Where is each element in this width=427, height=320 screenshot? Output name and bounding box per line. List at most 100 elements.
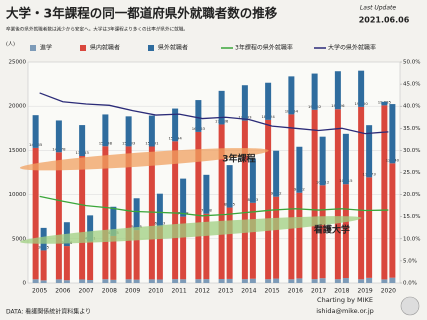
bar-segment — [180, 178, 187, 217]
line — [39, 195, 389, 217]
bar-segment — [125, 146, 132, 280]
y-tick-label: 15000 — [9, 148, 27, 154]
x-tick-label: 2005 — [32, 288, 47, 295]
legend-label: 県外就職者 — [158, 44, 188, 52]
legend-label: 県内就職者 — [90, 44, 120, 52]
bar-segment — [180, 279, 187, 283]
bar-segment — [381, 279, 388, 283]
bar-segment — [55, 279, 62, 283]
bar-segment — [311, 73, 318, 110]
bar-segment — [241, 279, 248, 283]
bar-segment — [218, 90, 225, 125]
bar-segment — [102, 279, 109, 283]
bar-segment — [87, 241, 94, 280]
bar-segment — [63, 280, 70, 283]
bar-segment — [265, 279, 272, 283]
chart-title: 大学・3年課程の同一都道府県外就職者数の推移 — [6, 6, 278, 21]
bar-segment — [334, 279, 341, 283]
bar-segment — [288, 279, 295, 283]
bar-segment — [32, 147, 39, 280]
bar-segment — [273, 150, 280, 197]
x-tick-label: 2011 — [171, 288, 186, 295]
y2-tick-label: 15.0% — [403, 214, 420, 220]
bar-segment — [319, 278, 326, 283]
bar-segment — [358, 106, 365, 280]
bar-segment — [218, 279, 225, 283]
y2-tick-label: 40.0% — [403, 104, 420, 110]
bar-segment — [389, 277, 396, 283]
bar-segment — [273, 278, 280, 283]
y2-tick-label: 30.0% — [403, 148, 420, 154]
y-tick-label: 5000 — [12, 236, 26, 242]
bar-segment — [55, 152, 62, 280]
bar-segment — [226, 207, 233, 279]
bar-segment — [110, 235, 117, 280]
legend-label: 進学 — [40, 44, 52, 52]
bar-segment — [311, 109, 318, 280]
bar-segment — [133, 198, 140, 231]
bar-segment — [381, 101, 388, 106]
bar-segment — [172, 141, 179, 280]
bar-segment — [40, 280, 47, 283]
bar-segment — [342, 278, 349, 283]
y-tick-label: 20000 — [9, 104, 27, 110]
bar-segment — [226, 165, 233, 208]
y-tick-label: 0 — [23, 281, 27, 287]
contact: ishida@mike.or.jp — [316, 307, 374, 315]
y2-tick-label: 5.0% — [403, 258, 417, 264]
bar-segment — [156, 193, 163, 227]
bar-segment — [389, 104, 396, 164]
x-tick-label: 2012 — [195, 288, 210, 295]
bar-segment — [32, 279, 39, 283]
y2-tick-label: 45.0% — [403, 82, 420, 88]
x-tick-label: 2006 — [55, 288, 70, 295]
bar-segment — [172, 108, 179, 142]
y2-tick-label: 50.0% — [403, 60, 420, 66]
bar-segment — [288, 114, 295, 280]
bar-segment — [288, 76, 295, 115]
bar-segment — [334, 109, 341, 280]
bar-segment — [79, 156, 86, 280]
x-tick-label: 2015 — [264, 288, 279, 295]
bar-segment — [63, 246, 70, 281]
x-tick-label: 2017 — [311, 288, 326, 295]
bar-segment — [195, 279, 202, 283]
y2-tick-label: 20.0% — [403, 192, 420, 198]
legend-label: 3年課程の県外就職率 — [235, 44, 293, 52]
bar-segment — [148, 146, 155, 280]
credit: Charting by MIKE — [317, 296, 373, 304]
bar-segment — [87, 215, 94, 242]
line — [39, 92, 389, 135]
bar-segment — [241, 120, 248, 280]
x-tick-label: 2020 — [381, 288, 396, 295]
legend-swatch — [80, 45, 86, 51]
bar-segment — [249, 158, 256, 203]
bar-segment — [110, 279, 117, 283]
logo — [400, 296, 420, 316]
annotation: 3年課程 — [222, 153, 255, 165]
y-unit: (人) — [6, 42, 15, 48]
y2-tick-label: 35.0% — [403, 126, 420, 132]
bar-segment — [195, 100, 202, 132]
y2-tick-label: 10.0% — [403, 236, 420, 242]
update-date: 2021.06.06 — [359, 16, 410, 25]
bar-segment — [125, 116, 132, 147]
legend-swatch — [30, 45, 36, 51]
bar-segment — [172, 279, 179, 283]
bar-segment — [249, 202, 256, 279]
bar-segment — [265, 82, 272, 120]
x-tick-label: 2014 — [241, 288, 256, 295]
bar-segment — [311, 279, 318, 283]
bar-segment — [334, 71, 341, 110]
annotation: 看護大学 — [314, 223, 350, 235]
x-tick-label: 2013 — [218, 288, 233, 295]
bar-segment — [110, 206, 117, 236]
bar-segment — [358, 279, 365, 283]
bar-segment — [203, 213, 210, 280]
x-tick-label: 2009 — [125, 288, 140, 295]
x-tick-label: 2008 — [102, 288, 117, 295]
plot: 0 5000 10000 15000 20000 25000 0.0% 5.0% 10.0% 15… — [9, 44, 421, 295]
bar-segment — [87, 279, 94, 283]
x-tick-label: 2019 — [357, 288, 372, 295]
